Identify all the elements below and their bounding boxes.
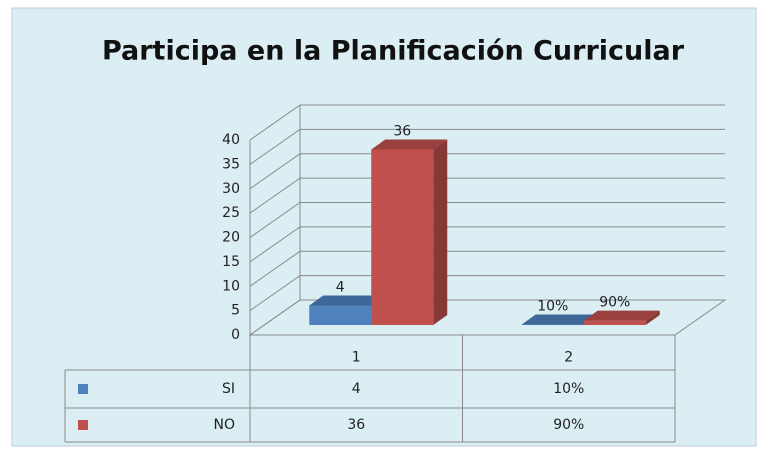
table-value: 90% [553,417,584,433]
y-tick-label: 30 [222,181,240,197]
x-tick-label: 1 [352,350,361,366]
chart-title: Participa en la Planificación Curricular [102,36,685,67]
bar [584,321,646,325]
bar-side [433,140,447,326]
y-tick-label: 20 [222,230,240,246]
y-tick-label: 10 [222,278,240,294]
x-tick-label: 2 [564,350,573,366]
bar [309,306,371,326]
table-value: 4 [352,381,361,397]
legend-label: SI [222,381,235,397]
y-tick-label: 25 [222,205,240,221]
y-tick-label: 35 [222,156,240,172]
legend-swatch [78,420,88,430]
y-tick-label: 0 [231,327,240,343]
data-label: 4 [336,280,345,296]
y-tick-label: 5 [231,303,240,319]
table-value: 36 [347,417,365,433]
table-value: 10% [553,381,584,397]
bar [371,150,433,326]
legend-swatch [78,384,88,394]
data-label: 10% [537,299,568,315]
legend-label: NO [214,417,236,433]
y-tick-label: 15 [222,254,240,270]
data-label: 36 [393,124,411,140]
data-label: 90% [599,295,630,311]
y-tick-label: 40 [222,132,240,148]
